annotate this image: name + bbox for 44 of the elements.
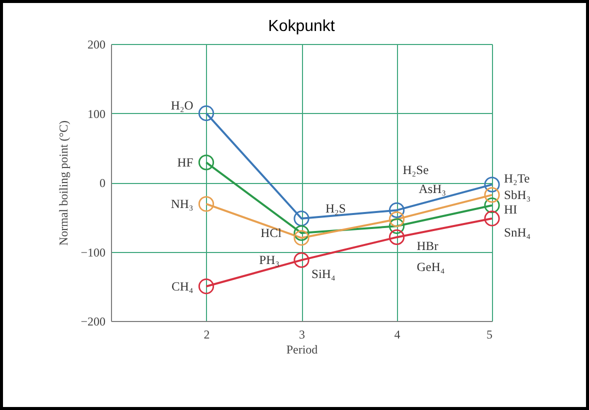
x-tick-label: 3 [299,328,305,342]
annotation: PH₃ [259,252,280,267]
y-tick-label: 200 [88,38,106,52]
x-axis-title: Period [286,342,318,356]
point [484,187,500,203]
point [198,196,214,212]
annotation: GeH₄ [416,260,445,274]
point [388,229,405,246]
annotation: SnH₄ [504,226,531,240]
y-tick-label: 100 [88,106,106,121]
x-tick-label: 5 [486,328,492,342]
y-tick-label: −200 [80,314,106,328]
annotation: AsH₃ [418,182,446,196]
point [484,176,500,192]
annotation: H₂S [326,202,346,216]
point [294,252,310,268]
point [294,210,310,226]
point [484,210,500,226]
annotation: NH₃ [170,196,194,211]
annotation: SiH₄ [312,267,336,282]
annotation: SbH₃ [504,188,531,202]
annotation: HBr [416,239,440,254]
point [388,211,405,228]
point [484,198,500,214]
point [388,218,405,234]
point [388,202,405,218]
x-tick-label: 2 [204,328,210,342]
annotation: HCl [260,226,282,240]
y-tick-label: −100 [80,245,106,260]
annotation: HF [177,155,194,170]
annotation: CH₄ [172,279,194,294]
point [294,230,310,246]
annotation: HI [504,202,518,216]
y-axis-title: Normal boiling point (°C) [56,120,71,246]
annotation: H₂O [170,98,194,112]
point [294,225,310,241]
chart-title: Kokpunkt [268,18,336,35]
annotation: H₂Se [402,163,430,178]
point [198,278,214,294]
point [198,154,214,170]
point [198,105,214,122]
y-tick-label: 0 [100,176,106,190]
x-tick-label: 4 [394,328,400,342]
annotation: H₂Te [504,172,530,186]
